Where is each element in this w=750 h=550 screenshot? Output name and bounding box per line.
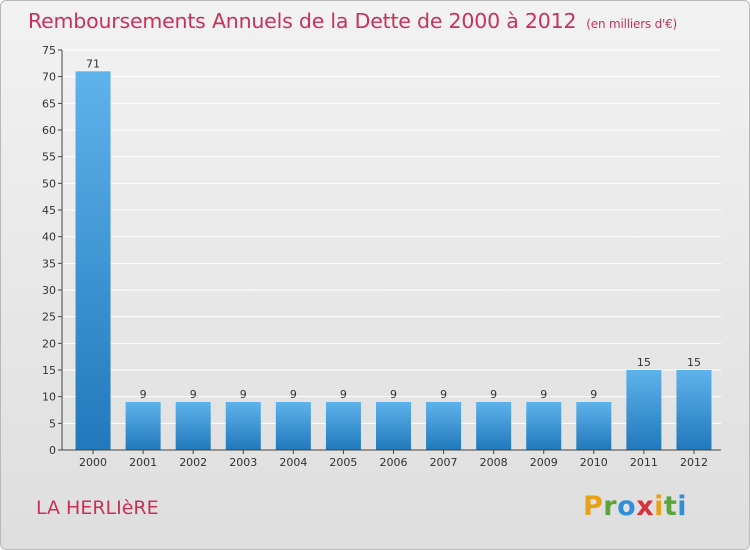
x-tick-label-2000: 2000 xyxy=(79,456,107,469)
bar-2000 xyxy=(75,71,111,450)
x-tick-label-2009: 2009 xyxy=(530,456,558,469)
data-label-2008: 9 xyxy=(490,388,497,401)
x-tick-label-2007: 2007 xyxy=(430,456,458,469)
chart-title-text: Remboursements Annuels de la Dette de 20… xyxy=(28,9,577,33)
data-label-2007: 9 xyxy=(440,388,447,401)
y-tick-label: 75 xyxy=(42,44,56,57)
data-label-2012: 15 xyxy=(687,356,701,369)
y-tick-label: 65 xyxy=(42,97,56,110)
bar-2010 xyxy=(576,402,612,450)
y-tick-label: 15 xyxy=(42,364,56,377)
y-tick-label: 45 xyxy=(42,204,56,217)
y-tick-label: 40 xyxy=(42,231,56,244)
y-tick-label: 55 xyxy=(42,151,56,164)
data-label-2003: 9 xyxy=(240,388,247,401)
x-tick-label-2010: 2010 xyxy=(580,456,608,469)
data-label-2009: 9 xyxy=(540,388,547,401)
bar-2005 xyxy=(325,402,361,450)
bar-2004 xyxy=(275,402,311,450)
x-tick-label-2003: 2003 xyxy=(229,456,257,469)
x-tick-label-2001: 2001 xyxy=(129,456,157,469)
y-tick-label: 70 xyxy=(42,71,56,84)
bar-2011 xyxy=(626,370,662,450)
data-label-2002: 9 xyxy=(190,388,197,401)
x-tick-label-2011: 2011 xyxy=(630,456,658,469)
data-label-2004: 9 xyxy=(290,388,297,401)
data-label-2005: 9 xyxy=(340,388,347,401)
chart-subtitle: (en milliers d'€) xyxy=(586,17,678,31)
data-label-2011: 15 xyxy=(637,356,651,369)
data-label-2006: 9 xyxy=(390,388,397,401)
bar-2009 xyxy=(526,402,562,450)
x-tick-label-2006: 2006 xyxy=(380,456,408,469)
data-label-2010: 9 xyxy=(590,388,597,401)
bar-2012 xyxy=(676,370,712,450)
bar-2001 xyxy=(125,402,161,450)
bar-2002 xyxy=(175,402,211,450)
data-label-2001: 9 xyxy=(140,388,147,401)
bar-2003 xyxy=(225,402,261,450)
x-tick-label-2012: 2012 xyxy=(680,456,708,469)
y-tick-label: 25 xyxy=(42,311,56,324)
y-tick-label: 35 xyxy=(42,257,56,270)
y-tick-label: 60 xyxy=(42,124,56,137)
y-tick-label: 0 xyxy=(49,444,56,457)
data-label-2000: 71 xyxy=(86,57,100,70)
bar-2008 xyxy=(476,402,512,450)
y-tick-label: 5 xyxy=(49,417,56,430)
y-tick-label: 50 xyxy=(42,177,56,190)
bar-2006 xyxy=(376,402,411,450)
chart-title: Remboursements Annuels de la Dette de 20… xyxy=(28,9,677,33)
x-tick-label-2008: 2008 xyxy=(480,456,508,469)
y-tick-label: 20 xyxy=(42,337,56,350)
x-tick-label-2002: 2002 xyxy=(179,456,207,469)
proxiti-logo[interactable]: Proxiti xyxy=(583,491,688,522)
place-name: LA HERLIèRE xyxy=(36,497,159,519)
y-tick-label: 10 xyxy=(42,391,56,404)
bar-2007 xyxy=(426,402,462,450)
x-tick-label-2004: 2004 xyxy=(279,456,307,469)
x-tick-label-2005: 2005 xyxy=(329,456,357,469)
y-tick-label: 30 xyxy=(42,284,56,297)
